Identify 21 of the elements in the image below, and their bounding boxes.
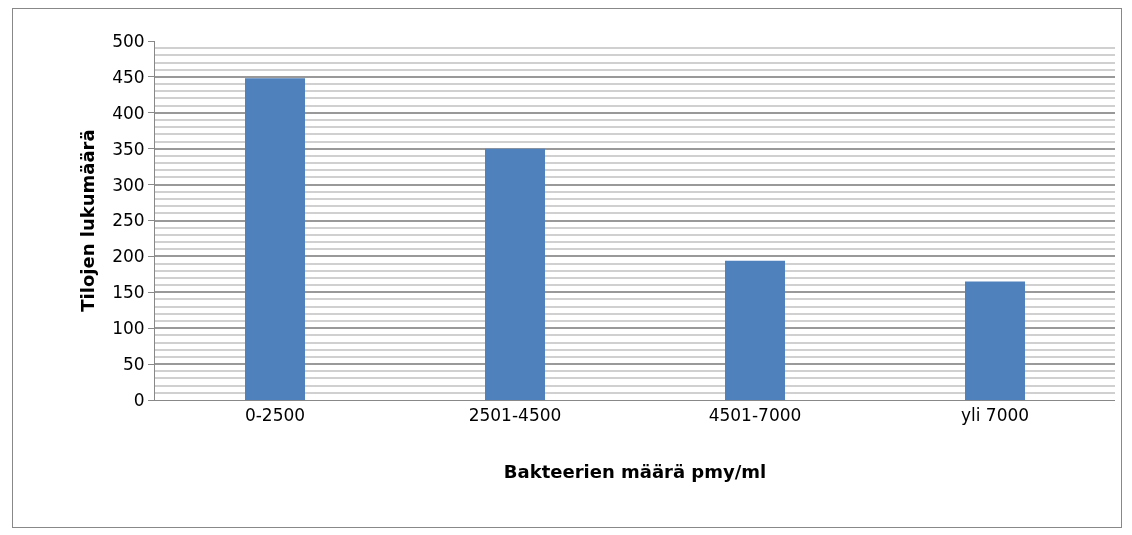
y-tick-label: 100	[112, 318, 145, 339]
x-tick-label: 4501-7000	[708, 405, 802, 426]
y-axis-title: Tilojen lukumäärä	[77, 129, 99, 312]
y-tick-label: 50	[122, 354, 145, 375]
x-axis-title: Bakteerien määrä pmy/ml	[503, 460, 767, 482]
bar	[725, 260, 785, 400]
bar	[485, 148, 545, 400]
y-tick-label: 0	[133, 389, 145, 410]
bar	[965, 281, 1025, 400]
y-tick-label: 350	[112, 138, 145, 159]
y-tick-label: 150	[112, 282, 145, 303]
x-tick-label: 2501-4500	[468, 405, 562, 426]
y-tick-label: 500	[112, 30, 145, 51]
bar	[245, 78, 305, 400]
y-tick-label: 200	[112, 246, 145, 267]
y-tick-label: 250	[112, 210, 145, 231]
y-tick-label: 300	[112, 174, 145, 195]
x-tick-label: yli 7000	[960, 405, 1030, 426]
y-tick-label: 400	[112, 102, 145, 123]
x-tick-label: 0-2500	[244, 405, 306, 426]
y-tick-label: 450	[112, 66, 145, 87]
